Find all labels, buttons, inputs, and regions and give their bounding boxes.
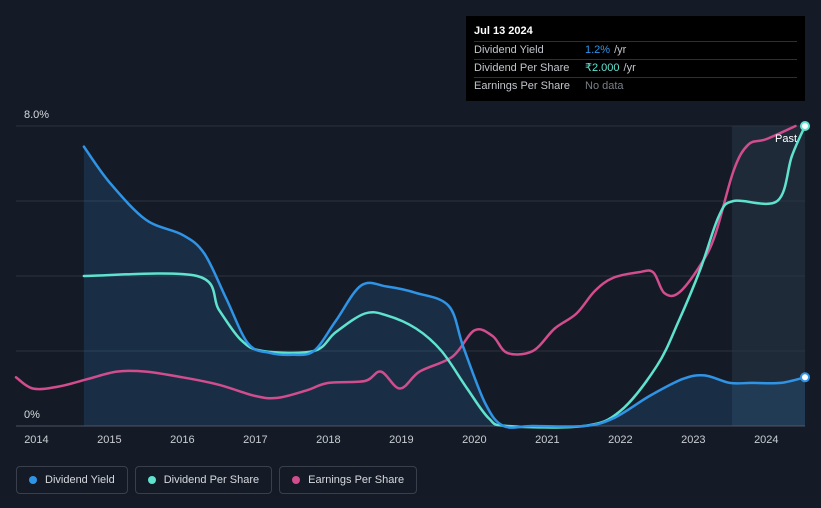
x-tick-label: 2023 (681, 434, 705, 446)
y-tick-label: 0% (24, 409, 40, 421)
legend-dot-icon (147, 476, 156, 484)
tooltip-value: ₹2.000 (585, 62, 620, 74)
legend-label: Earnings Per Share (308, 474, 405, 486)
tooltip-row-earnings-per-share: Earnings Per Share No data (474, 77, 797, 95)
tooltip-label: Earnings Per Share (474, 80, 570, 92)
tooltip-value: No data (585, 80, 624, 92)
legend-dot-icon (29, 476, 37, 484)
y-tick-label: 8.0% (24, 109, 49, 121)
legend-item-dividend-yield[interactable]: Dividend Yield (16, 466, 128, 494)
x-tick-label: 2022 (608, 434, 632, 446)
x-tick-label: 2017 (243, 434, 267, 446)
x-tick-label: 2024 (754, 434, 778, 446)
x-tick-label: 2016 (170, 434, 194, 446)
x-tick-label: 2014 (24, 434, 48, 446)
dividend-yield-line (82, 145, 807, 429)
past-label: Past (775, 133, 797, 145)
x-tick-label: 2019 (389, 434, 413, 446)
tooltip-row-dividend-yield: Dividend Yield 1.2% /yr (474, 41, 797, 59)
series-end-marker (800, 372, 810, 383)
tooltip-label: Dividend Per Share (474, 62, 570, 74)
legend-label: Dividend Per Share (163, 474, 260, 486)
tooltip-unit: /yr (623, 62, 636, 74)
chart-legend: Dividend Yield Dividend Per Share Earnin… (16, 466, 418, 494)
dividend-yield-area (83, 146, 805, 428)
tooltip-label: Dividend Yield (474, 44, 544, 56)
legend-item-earnings-per-share[interactable]: Earnings Per Share (279, 466, 418, 494)
x-tick-label: 2018 (316, 434, 340, 446)
tooltip-row-dividend-per-share: Dividend Per Share ₹2.000 /yr (474, 59, 797, 77)
earnings-per-share-line (14, 124, 797, 400)
x-tick-label: 2020 (462, 434, 486, 446)
tooltip-unit: /yr (614, 44, 627, 56)
legend-item-dividend-per-share[interactable]: Dividend Per Share (134, 466, 273, 494)
x-tick-label: 2021 (535, 434, 559, 446)
legend-label: Dividend Yield (45, 474, 115, 486)
x-tick-label: 2015 (97, 434, 121, 446)
chart-tooltip: Jul 13 2024 Dividend Yield 1.2% /yr Divi… (466, 16, 805, 101)
series-end-marker (800, 121, 810, 131)
tooltip-date: Jul 13 2024 (474, 25, 533, 37)
legend-dot-icon (292, 476, 301, 484)
tooltip-value: 1.2% (585, 44, 611, 56)
